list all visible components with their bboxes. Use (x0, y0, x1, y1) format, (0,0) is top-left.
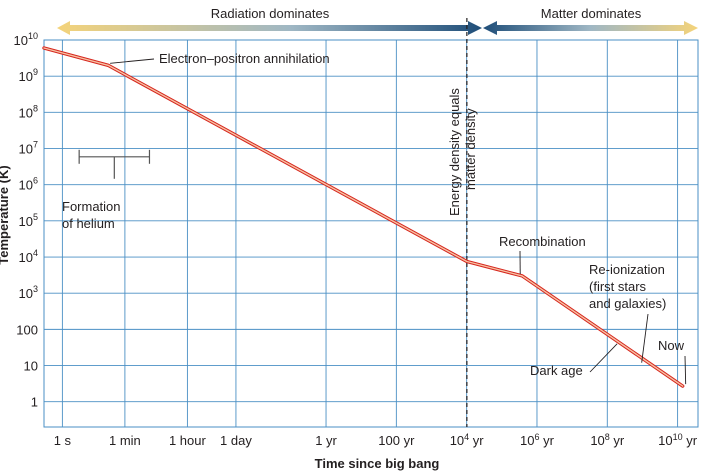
x-tick-label-108-yr: 108 yr (590, 432, 625, 448)
matter-dominates-arrow (483, 21, 698, 35)
annotation-now: Now (658, 338, 687, 385)
x-tick-label-1-min: 1 min (109, 433, 141, 448)
matter-dominates-label: Matter dominates (541, 6, 642, 21)
electron-positron-label: Electron–positron annihilation (159, 51, 330, 66)
reionization-label-line-3: and galaxies) (589, 296, 666, 311)
x-tick-label-104-yr: 104 yr (450, 432, 485, 448)
now-label: Now (658, 338, 685, 353)
x-tick-label-1-hour: 1 hour (169, 433, 207, 448)
annotation-reionization: Re-ionization (first stars and galaxies) (589, 262, 666, 363)
annotation-electron-positron: Electron–positron annihilation (110, 51, 330, 66)
y-tick-label-100: 100 (16, 322, 38, 337)
helium-label-line-2: of helium (62, 216, 115, 231)
y-tick-label-1010: 1010 (14, 31, 38, 48)
radiation-dominates-label: Radiation dominates (211, 6, 330, 21)
dark-age-label: Dark age (530, 363, 583, 378)
reionization-label-line-2: (first stars (589, 279, 647, 294)
equality-label-line-2: matter density (463, 108, 478, 190)
reionization-leader (641, 313, 649, 363)
annotation-dark-age: Dark age (530, 343, 618, 378)
helium-label-line-1: Formation (62, 199, 121, 214)
x-tick-label-1-s: 1 s (54, 433, 72, 448)
y-tick-label-108: 108 (19, 103, 38, 120)
y-axis-tick-labels: 1010 109 108 107 106 105 104 103 100 10 1 (14, 31, 38, 410)
y-tick-label-106: 106 (19, 176, 38, 193)
x-axis-tick-labels: 1 s 1 min 1 hour 1 day 1 yr 100 yr 104 yr 106 y… (54, 432, 698, 448)
era-band: Radiation dominates Matter dominates (57, 6, 698, 35)
annotation-recombination: Recombination (499, 234, 586, 274)
y-tick-label-105: 105 (19, 212, 38, 229)
electron-positron-leader (110, 58, 155, 64)
reionization-label-line-1: Re-ionization (589, 262, 665, 277)
x-axis-title: Time since big bang (315, 456, 440, 471)
y-tick-label-104: 104 (19, 248, 38, 265)
dark-age-leader (589, 343, 618, 373)
horizontal-gridlines (44, 39, 698, 403)
temperature-curve (43, 47, 684, 387)
plot-area (43, 39, 699, 428)
now-leader (684, 355, 687, 385)
equality-label-line-1: Energy density equals (447, 88, 462, 216)
y-tick-label-1: 1 (31, 395, 38, 410)
y-tick-label-107: 107 (19, 140, 38, 157)
radiation-dominates-arrow (57, 21, 482, 35)
y-tick-label-103: 103 (19, 284, 38, 301)
recombination-label: Recombination (499, 234, 586, 249)
x-tick-label-106-yr: 106 yr (520, 432, 555, 448)
x-tick-label-1-day: 1 day (220, 433, 252, 448)
x-tick-label-100-yr: 100 yr (378, 433, 415, 448)
y-axis-title: Temperature (K) (0, 165, 11, 264)
x-tick-label-1010-yr: 1010 yr (658, 432, 698, 448)
x-tick-label-1-yr: 1 yr (315, 433, 337, 448)
y-tick-label-10: 10 (24, 359, 38, 374)
helium-formation-marker: Formation of helium (62, 149, 151, 231)
y-tick-label-109: 109 (19, 67, 38, 84)
